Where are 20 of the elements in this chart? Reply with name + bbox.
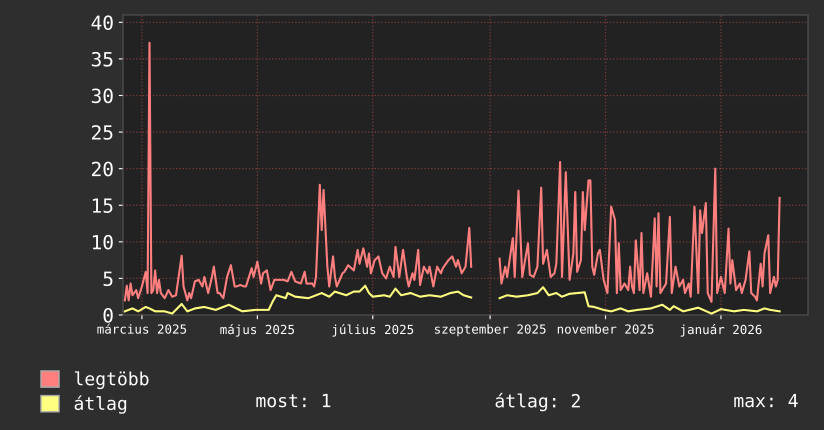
text: most: 1 [256,394,330,408]
x-tick-label: november 2025 [558,324,654,334]
x-tick-label: március 2025 [97,324,186,334]
x-tick-label: július 2025 [332,324,414,337]
x-tick-label: szeptember 2025 [434,324,546,336]
y-tick-label: 0 [104,308,113,323]
y-tick-label: 35 [92,52,112,67]
y-tick-label: 25 [92,125,112,140]
y-tick-label: 5 [104,272,112,286]
x-tick-label: január 2026 [680,324,762,337]
x-tick-label: május 2025 [220,324,294,337]
text: max: 4 [734,394,798,408]
y-tick-label: 30 [92,88,113,104]
y-tick-label: 40 [92,15,113,30]
y-tick-label: 15 [92,198,112,213]
y-tick-label: 10 [92,234,113,250]
legend-label: legtöbb [74,371,148,390]
y-tick-label: 20 [92,162,113,176]
text: átlag: 2 [496,392,580,412]
legend-label: átlag [74,395,126,414]
